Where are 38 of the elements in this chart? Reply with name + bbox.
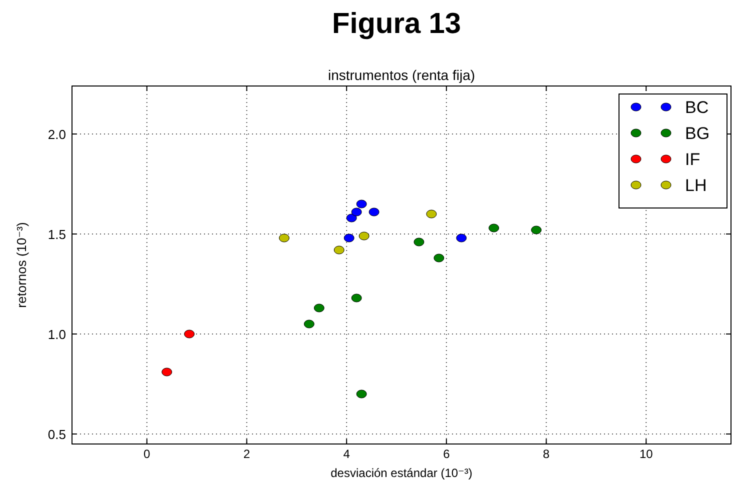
x-tick-label: 6 bbox=[443, 447, 450, 461]
point bbox=[531, 226, 542, 234]
point bbox=[346, 214, 357, 222]
point bbox=[351, 294, 362, 302]
x-tick-label: 2 bbox=[243, 447, 250, 461]
point bbox=[351, 208, 362, 216]
chart-subtitle: instrumentos (renta fija) bbox=[328, 67, 476, 83]
y-tick-label: 0.5 bbox=[48, 427, 66, 442]
y-tick-label: 1.5 bbox=[48, 227, 66, 242]
y-tick-label: 2.0 bbox=[48, 127, 66, 142]
point bbox=[356, 390, 367, 398]
y-axis-title: retornos (10⁻³) bbox=[14, 222, 29, 308]
legend-label: LH bbox=[685, 176, 707, 195]
point bbox=[356, 200, 367, 208]
point bbox=[434, 254, 444, 262]
point bbox=[358, 232, 370, 240]
chart-title: Figura 13 bbox=[332, 8, 461, 40]
legend-label: IF bbox=[685, 150, 700, 169]
point bbox=[278, 234, 290, 242]
point bbox=[488, 224, 500, 232]
point bbox=[414, 238, 424, 246]
x-tick-label: 0 bbox=[144, 447, 151, 461]
y-tick-label: 1.0 bbox=[48, 327, 66, 342]
point bbox=[426, 210, 437, 218]
point bbox=[304, 320, 314, 328]
point bbox=[344, 234, 354, 242]
x-tick-label: 4 bbox=[343, 447, 350, 461]
point bbox=[334, 246, 344, 254]
point bbox=[456, 234, 467, 242]
legend-label: BC bbox=[685, 98, 709, 117]
point bbox=[162, 368, 172, 376]
x-tick-label: 10 bbox=[639, 447, 654, 461]
x-axis-title: desviación estándar (10⁻³) bbox=[330, 466, 472, 480]
legend-label: BG bbox=[685, 124, 710, 143]
point bbox=[184, 330, 195, 338]
x-tick-label: 8 bbox=[542, 447, 550, 461]
point bbox=[368, 208, 380, 216]
point bbox=[314, 304, 324, 312]
